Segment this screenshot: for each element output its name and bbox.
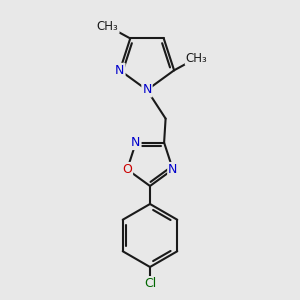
Text: N: N (115, 64, 124, 77)
Text: N: N (131, 136, 141, 149)
Text: CH₃: CH₃ (186, 52, 208, 65)
Text: CH₃: CH₃ (97, 20, 118, 33)
Text: O: O (122, 163, 132, 176)
Text: N: N (142, 83, 152, 97)
Text: N: N (168, 163, 178, 176)
Text: Cl: Cl (144, 277, 156, 290)
